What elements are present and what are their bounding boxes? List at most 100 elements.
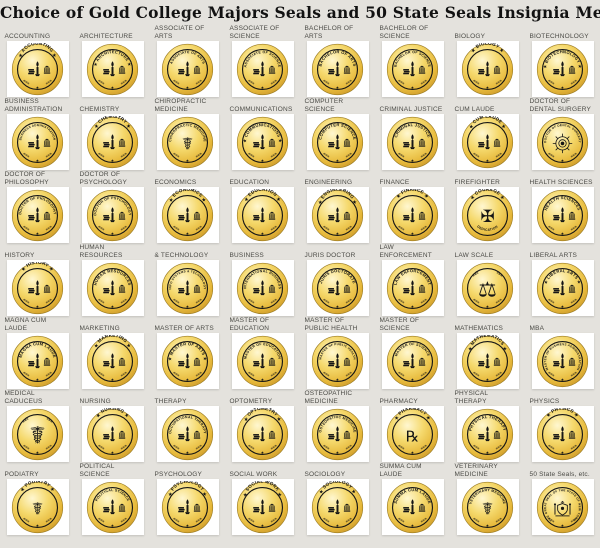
seal-tile-business-administration[interactable]: BUSINESS ADMINISTRATION ««« »»» ★ bbox=[6, 114, 69, 170]
seal-cell-liberal-arts: LIBERAL ARTS ★ LIBERAL ARTS ★ bbox=[525, 243, 600, 316]
gold-seal: CHIROPRACTIC MEDICINE ☤ ««« »»» ★ bbox=[161, 116, 214, 168]
seal-label: BUSINESS ADMINISTRATION bbox=[4, 98, 63, 113]
seal-tile-chemistry[interactable]: ★ CHEMISTRY ★ ««« »»» ★ bbox=[81, 114, 144, 170]
seal-tile-biotechnology[interactable]: ★ BIOTECHNOLOGY ★ ««« »»» ★ bbox=[531, 41, 594, 97]
seal-tile-osteopathic-medicine[interactable]: OSTEOPATHIC MEDICINE ««« »»» ★ bbox=[306, 406, 369, 462]
gold-seal: ★ SOCIAL WORK ★ ««« »»» ★ bbox=[236, 481, 289, 533]
seal-tile-architecture[interactable]: ★ ARCHITECTURE ★ ««« »»» ★ bbox=[81, 41, 144, 97]
svg-text:★: ★ bbox=[411, 85, 415, 90]
seal-label: LIBERAL ARTS bbox=[529, 251, 578, 259]
svg-text:»»»: »»» bbox=[44, 77, 53, 85]
seal-tile-juris-doctor[interactable]: JURIS DOCTORATE ««« »»» ★ bbox=[306, 260, 369, 316]
seal-cell-biology: BIOLOGY ★ BIOLOGY ★ bbox=[450, 24, 525, 97]
svg-text:«««: ««« bbox=[322, 296, 331, 304]
seal-tile-associate-of-science[interactable]: ASSOCIATE OF SCIENCE ««« »»» ★ bbox=[231, 41, 294, 97]
seal-cell-veterinary-medicine: VETERINARY MEDICINE VETERINARY MEDICINE … bbox=[450, 462, 525, 535]
seal-tile-law-scale[interactable]: ««« »»» ⚖ ««« »»» ★ bbox=[456, 260, 519, 316]
seal-tile-human-resources[interactable]: HUMAN RESOURCES ««« »»» ★ bbox=[81, 260, 144, 316]
seal-tile-therapy[interactable]: OCCUPATIONAL THERAPY ««« »»» ★ bbox=[156, 406, 219, 462]
seal-tile-engineering[interactable]: ★ ENGINEERING ★ ««« »»» ★ bbox=[306, 187, 369, 243]
seal-tile-marketing[interactable]: ★ MARKETING ★ ««« »»» ★ bbox=[81, 333, 144, 389]
seal-tile-podiatry[interactable]: ★ PODIATRY ★ ☤ ««« »»» ★ bbox=[6, 479, 69, 535]
seal-tile-nursing[interactable]: ★ NURSING ★ ««« »»» ★ bbox=[81, 406, 144, 462]
seal-tile-mathematics[interactable]: ★ MATHEMATICS ★ ««« »»» ★ bbox=[456, 333, 519, 389]
svg-text:★: ★ bbox=[111, 231, 115, 236]
torch-and-columns-icon bbox=[253, 206, 276, 222]
seal-tile-summa-cum-laude[interactable]: SUMMA CUM LAUDE ««« »»» ★ bbox=[381, 479, 444, 535]
seal-tile-health-sciences[interactable]: HEALTH SCIENCES ««« »»» ★ bbox=[531, 187, 594, 243]
svg-text:«««: ««« bbox=[547, 223, 556, 231]
seal-label: FIREFIGHTER bbox=[454, 178, 501, 186]
seal-tile-50-state-seals-etc[interactable]: THE GREAT SEAL OF THE STATE OF NEW YORK … bbox=[531, 479, 594, 535]
seal-tile-master-of-arts[interactable]: ★ MASTER OF ARTS ★ ««« »»» ★ bbox=[156, 333, 219, 389]
svg-text:«««: ««« bbox=[97, 150, 106, 158]
torch-and-columns-icon bbox=[403, 206, 426, 222]
seal-tile-psychology[interactable]: ★ PSYCHOLOGY ★ ««« »»» ★ bbox=[156, 479, 219, 535]
seal-tile-mba[interactable]: MASTER OF BUSINESS ADMINISTRATION ««« »»… bbox=[531, 333, 594, 389]
seal-tile-veterinary-medicine[interactable]: VETERINARY MEDICINE ☤ ««« »»» ★ bbox=[456, 479, 519, 535]
seal-tile-political-science[interactable]: POLITICAL SCIENCE ««« »»» ★ bbox=[81, 479, 144, 535]
seal-cell-engineering: ENGINEERING ★ ENGINEERING ★ bbox=[300, 170, 375, 243]
seal-tile-bachelor-of-science[interactable]: BACHELOR OF SCIENCE ««« »»» ★ bbox=[381, 41, 444, 97]
seal-tile-bachelor-of-arts[interactable]: BACHELOR OF ARTS ««« »»» ★ bbox=[306, 41, 369, 97]
seal-tile-education[interactable]: ★ EDUCATION ★ ««« »»» ★ bbox=[231, 187, 294, 243]
svg-text:»»»: »»» bbox=[119, 77, 128, 85]
seal-tile-criminal-justice[interactable]: CRIMINAL JUSTICE ««« »»» ★ bbox=[381, 114, 444, 170]
seal-tile-technology[interactable]: INFO SYSTEMS & TECHNOLOGY ««« »»» ★ bbox=[156, 260, 219, 316]
seal-tile-doctor-of-dental-surgery[interactable]: DOCTOR OF DENTAL SURGERY ««« »»» ★ bbox=[531, 114, 594, 170]
seal-tile-master-of-science[interactable]: MASTER OF SCIENCE ««« »»» ★ bbox=[381, 333, 444, 389]
svg-text:«««: ««« bbox=[97, 77, 106, 85]
seal-tile-liberal-arts[interactable]: ★ LIBERAL ARTS ★ ««« »»» ★ bbox=[531, 260, 594, 316]
gold-seal: ASSOCIATE OF SCIENCE ««« »»» ★ bbox=[236, 43, 289, 95]
svg-text:★: ★ bbox=[186, 304, 190, 309]
seal-cell-finance: FINANCE ★ FINANCE ★ bbox=[375, 170, 450, 243]
seal-cell-cum-laude: CUM LAUDE ★ CUM LAUDE ★ bbox=[450, 97, 525, 170]
seal-tile-physics[interactable]: ★ PHYSICS ★ ««« »»» ★ bbox=[531, 406, 594, 462]
seal-tile-social-work[interactable]: ★ SOCIAL WORK ★ ««« »»» ★ bbox=[231, 479, 294, 535]
seal-tile-optometry[interactable]: ★ OPTOMETRY ★ ««« »»» ★ bbox=[231, 406, 294, 462]
seal-label: CRIMINAL JUSTICE bbox=[379, 105, 443, 113]
seal-tile-biology[interactable]: ★ BIOLOGY ★ ««« »»» ★ bbox=[456, 41, 519, 97]
caduceus-icon: ☤ bbox=[30, 422, 46, 449]
page-title: Choice of Gold College Majors Seals and … bbox=[0, 3, 600, 22]
svg-text:»»»: »»» bbox=[496, 269, 505, 277]
seal-tile-history[interactable]: ★ HISTORY ★ ««« »»» ★ bbox=[6, 260, 69, 316]
svg-text:»»»: »»» bbox=[269, 77, 278, 85]
seal-tile-finance[interactable]: ★ FINANCE ★ ««« »»» ★ bbox=[381, 187, 444, 243]
seal-tile-chiropractic-medicine[interactable]: CHIROPRACTIC MEDICINE ☤ ««« »»» ★ bbox=[156, 114, 219, 170]
seal-tile-firefighter[interactable]: ★ COURAGE ★ ✠ DEDICATION bbox=[456, 187, 519, 243]
svg-text:★: ★ bbox=[561, 231, 565, 236]
seal-cell-social-work: SOCIAL WORK ★ SOCIAL WORK ★ bbox=[225, 462, 300, 535]
seal-label: NURSING bbox=[79, 397, 111, 405]
seal-tile-physical-therapy[interactable]: PHYSICAL THERAPY ««« »»» ★ bbox=[456, 406, 519, 462]
seal-tile-doctor-of-psychology[interactable]: DOCTOR OF PSYCHOLOGY ««« »»» ★ bbox=[81, 187, 144, 243]
svg-text:«««: ««« bbox=[472, 296, 481, 304]
svg-text:»»»: »»» bbox=[419, 515, 428, 523]
seal-tile-medical-caduceus[interactable]: ««« »»» ☤ ««« »»» ★ bbox=[6, 406, 69, 462]
svg-text:★: ★ bbox=[336, 450, 340, 455]
seal-tile-cum-laude[interactable]: ★ CUM LAUDE ★ ««« »»» ★ bbox=[456, 114, 519, 170]
seal-tile-business[interactable]: INTERNATIONAL BUSINESS ««« »»» ★ bbox=[231, 260, 294, 316]
gold-seal: ★ COURAGE ★ ✠ DEDICATION bbox=[461, 189, 514, 241]
seal-tile-magna-cum-laude[interactable]: MAGNA CUM LAUDE ««« »»» ★ bbox=[6, 333, 69, 389]
seal-tile-communications[interactable]: ★ COMMUNICATIONS ★ ««« »»» ★ bbox=[231, 114, 294, 170]
svg-text:★: ★ bbox=[186, 523, 190, 528]
seal-tile-master-of-education[interactable]: MASTER OF EDUCATION ««« »»» ★ bbox=[231, 333, 294, 389]
seal-tile-doctor-of-philosophy[interactable]: DOCTOR OF PHILOSOPHY ««« »»» ★ bbox=[6, 187, 69, 243]
seal-tile-master-of-public-health[interactable]: MASTER OF PUBLIC HEALTH ««« »»» ★ bbox=[306, 333, 369, 389]
svg-text:»»»: »»» bbox=[569, 442, 578, 450]
torch-and-columns-icon bbox=[328, 60, 351, 76]
seal-tile-economics[interactable]: ★ ECONOMICS ★ ««« »»» ★ bbox=[156, 187, 219, 243]
seal-tile-law-enforcement[interactable]: LAW ENFORCEMENT ««« »»» ★ bbox=[381, 260, 444, 316]
seal-cell-associate-of-science: ASSOCIATE OF SCIENCE ASSOCIATE OF SCIENC… bbox=[225, 24, 300, 97]
svg-text:«««: ««« bbox=[472, 515, 481, 523]
seal-label: MASTER OF EDUCATION bbox=[229, 317, 270, 332]
seal-tile-accounting[interactable]: ★ ACCOUNTING ★ ««« »»» ★ bbox=[6, 41, 69, 97]
torch-and-columns-icon bbox=[28, 60, 51, 76]
seal-cell-computer-science: COMPUTER SCIENCE COMPUTER SCIENCE bbox=[300, 97, 375, 170]
seal-tile-sociology[interactable]: ★ SOCIOLOGY ★ ««« »»» ★ bbox=[306, 479, 369, 535]
seal-tile-pharmacy[interactable]: ★ PHARMACY ★ ℞ ««« »»» ★ bbox=[381, 406, 444, 462]
seal-tile-computer-science[interactable]: COMPUTER SCIENCE ««« »»» ★ bbox=[306, 114, 369, 170]
seal-tile-associate-of-arts[interactable]: ASSOCIATE OF ARTS ««« »»» ★ bbox=[156, 41, 219, 97]
seal-label: PHYSICS bbox=[529, 397, 560, 405]
